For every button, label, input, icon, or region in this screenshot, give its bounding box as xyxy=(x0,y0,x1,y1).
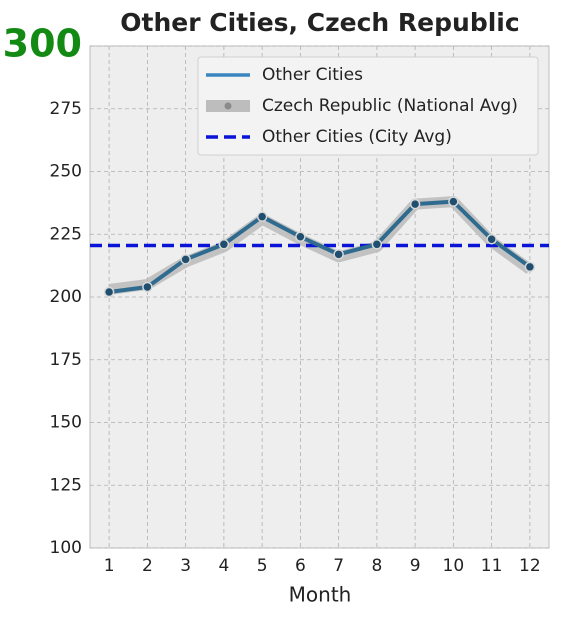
x-tick-label: 6 xyxy=(295,556,306,576)
legend-swatch xyxy=(224,102,232,110)
point xyxy=(295,231,306,243)
y-tick-label: 250 xyxy=(50,162,82,182)
point xyxy=(448,196,459,207)
point xyxy=(409,198,421,210)
point xyxy=(142,281,153,293)
y-tick-label: 275 xyxy=(50,99,82,119)
x-tick-label: 11 xyxy=(481,556,503,576)
point xyxy=(524,261,536,273)
x-tick-label: 7 xyxy=(333,556,344,576)
point xyxy=(256,211,268,222)
y-tick-label: 150 xyxy=(50,413,82,433)
legend-box xyxy=(197,56,539,156)
city-line xyxy=(108,199,532,294)
point xyxy=(103,286,115,298)
x-tick-label: 2 xyxy=(142,556,153,576)
x-tick-label: 9 xyxy=(410,556,421,576)
y-tick-label: 100 xyxy=(50,538,82,558)
point xyxy=(218,239,230,250)
x-tick-label: 12 xyxy=(519,556,541,576)
point xyxy=(486,234,497,245)
point xyxy=(371,239,383,250)
y-tick-label: 200 xyxy=(50,287,82,307)
x-tick-label: 10 xyxy=(443,556,465,576)
x-axis-label: Month xyxy=(289,583,352,607)
x-tick-label: 8 xyxy=(371,556,382,576)
x-tick-label: 5 xyxy=(257,556,268,576)
legend-label: Other Cities xyxy=(262,65,363,85)
x-tick-label: 1 xyxy=(104,556,115,576)
y-tick-label: 225 xyxy=(50,224,82,244)
y-tick-label: 125 xyxy=(50,475,82,495)
point xyxy=(180,254,191,265)
legend-label: Czech Republic (National Avg) xyxy=(262,96,518,116)
legend-label: Other Cities (City Avg) xyxy=(262,127,452,147)
y-tick-label: 175 xyxy=(50,350,82,370)
x-tick-label: 3 xyxy=(180,556,191,576)
chart-title: Other Cities, Czech Republic xyxy=(120,8,519,37)
y-tick-label: 300 xyxy=(3,22,82,66)
x-tick-label: 4 xyxy=(218,556,229,576)
point xyxy=(333,249,344,260)
